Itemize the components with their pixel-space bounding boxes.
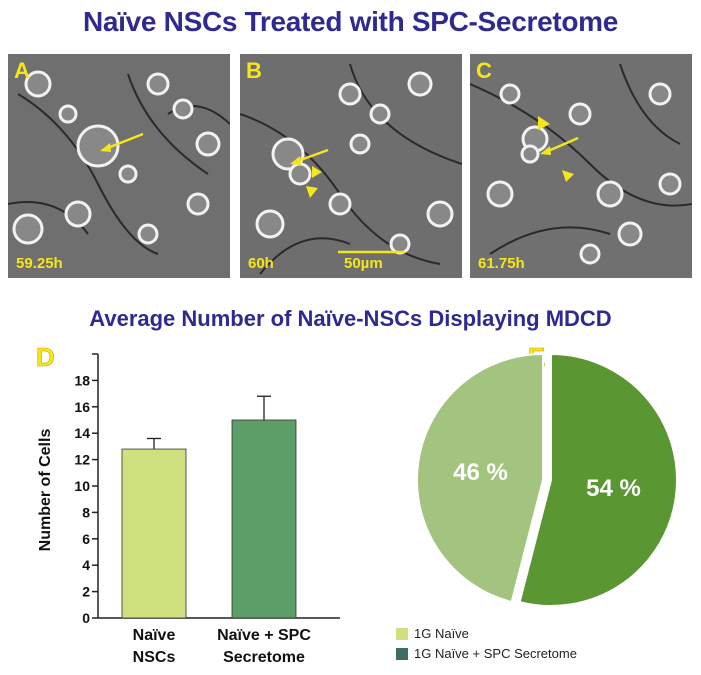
pie-slice — [416, 352, 544, 604]
category-label-line1: Naïve — [133, 627, 176, 644]
chart-section-title: Average Number of Naïve-NSCs Displaying … — [89, 306, 612, 331]
pie-slice-label: 46 % — [453, 459, 508, 486]
y-tick-label: 2 — [82, 584, 90, 600]
time-label-a: 59.25h — [16, 255, 63, 272]
bar — [121, 448, 187, 619]
panel-letter-d: D — [36, 342, 55, 373]
micrograph-panel-c: C 61.75h — [470, 54, 692, 278]
micrograph-panel-b: B 60h 50µm — [240, 54, 462, 278]
category-label-line2: Secretome — [223, 649, 305, 666]
y-tick-label: 0 — [82, 610, 90, 626]
micrograph-image-c — [470, 54, 692, 278]
y-tick-label: 10 — [74, 478, 90, 494]
figure-title: Naïve NSCs Treated with SPC-Secretome — [82, 6, 619, 37]
legend-swatch-naive — [396, 627, 408, 640]
bar-chart: Number of Cells 0 2 4 6 8 10 12 14 16 18 Naïve NSC… — [37, 353, 340, 666]
legend-item-secretome: 1G Naïve + SPC Secretome — [396, 646, 577, 661]
y-tick-label: 12 — [74, 452, 90, 468]
scale-bar-label: 50µm — [344, 255, 383, 272]
y-tick-label: 14 — [74, 425, 90, 441]
panel-letter-a: A — [14, 58, 30, 83]
time-label-c: 61.75h — [478, 255, 525, 272]
y-tick-label: 16 — [74, 399, 90, 415]
y-tick-label: 4 — [82, 557, 90, 573]
category-label-line1: Naïve + SPC — [217, 627, 311, 644]
category-label-line2: NSCs — [133, 649, 176, 666]
legend-label-naive: 1G Naïve — [414, 626, 469, 641]
y-axis-label: Number of Cells — [37, 429, 54, 552]
bar — [231, 419, 297, 619]
time-label-b: 60h — [248, 255, 274, 272]
pie-slice-label: 54 % — [586, 475, 641, 502]
pie-chart: 46 % 54 % — [416, 352, 678, 607]
y-tick-label: 18 — [74, 372, 90, 388]
legend-item-naive: 1G Naïve — [396, 626, 469, 641]
micrograph-panel-a: A 59.25h — [8, 54, 230, 278]
y-tick-label: 6 — [82, 531, 90, 547]
legend-label-secretome: 1G Naïve + SPC Secretome — [414, 646, 577, 661]
panel-letter-c: C — [476, 58, 492, 83]
pie-slice — [518, 352, 678, 607]
panel-letter-b: B — [246, 58, 262, 83]
micrograph-image-b — [240, 54, 462, 278]
y-tick-label: 8 — [82, 504, 90, 520]
legend-swatch-secretome — [396, 647, 408, 660]
micrograph-image-a — [8, 54, 230, 278]
